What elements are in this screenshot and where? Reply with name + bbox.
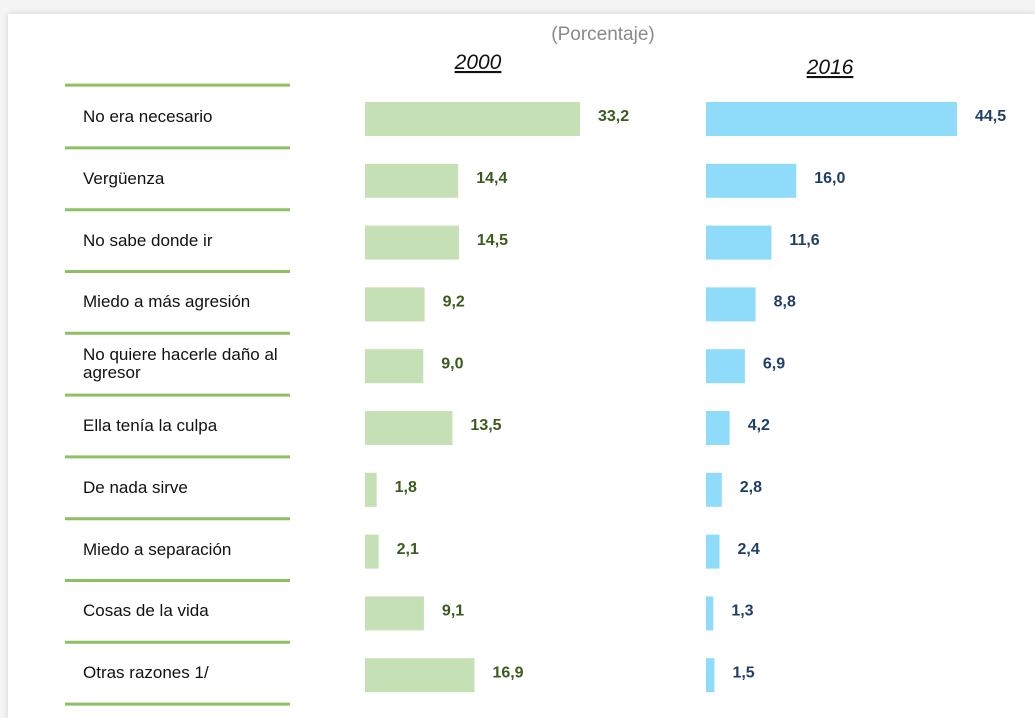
- value-label: 13,5: [470, 417, 501, 434]
- bar: [365, 287, 425, 322]
- value-label: 1,3: [731, 603, 753, 620]
- bar: [706, 411, 730, 445]
- value-label: 14,5: [477, 232, 508, 249]
- bar: [365, 163, 459, 198]
- value-label: 14,4: [476, 170, 507, 187]
- bar: [365, 472, 377, 507]
- series-header: 2000: [454, 51, 502, 74]
- category-label: No quiere hacerle daño al agresor: [83, 345, 278, 383]
- category-label: Ella tenía la culpa: [83, 416, 218, 435]
- chart-subtitle: (Porcentaje): [551, 24, 655, 45]
- series-header: 2016: [806, 56, 854, 79]
- value-label: 16,9: [492, 664, 523, 681]
- value-label: 2,1: [397, 541, 419, 558]
- bar: [706, 596, 714, 631]
- bar: [365, 349, 424, 384]
- value-label: 11,6: [789, 232, 819, 249]
- category-label: Miedo a más agresión: [83, 292, 251, 312]
- bar: [365, 225, 459, 260]
- value-label: 33,2: [598, 108, 629, 125]
- bar: [706, 534, 720, 569]
- category-label: No era necesario: [83, 107, 213, 126]
- bar: [706, 349, 745, 384]
- category-label: De nada sirve: [83, 477, 188, 497]
- bar: [706, 658, 715, 693]
- bar: [706, 287, 756, 322]
- value-label: 16,0: [814, 170, 845, 187]
- category-label: Vergüenza: [83, 168, 165, 188]
- bar: [706, 225, 772, 260]
- bar: [706, 102, 957, 136]
- bar: [365, 534, 379, 569]
- category-label: No sabe donde ir: [83, 230, 213, 250]
- value-label: 2,4: [738, 541, 760, 558]
- value-label: 9,2: [443, 294, 465, 311]
- value-label: 9,0: [441, 355, 463, 372]
- value-label: 2,8: [740, 479, 762, 496]
- bar: [706, 472, 722, 507]
- bar: [365, 411, 453, 445]
- category-label: Otras razones 1/: [83, 663, 209, 683]
- value-label: 6,9: [763, 355, 785, 372]
- value-label: 1,8: [395, 479, 417, 496]
- value-label: 1,5: [732, 664, 754, 681]
- category-label: Cosas de la vida: [83, 601, 209, 621]
- value-label: 4,2: [748, 417, 770, 434]
- value-label: 8,8: [774, 294, 796, 311]
- value-label: 9,1: [442, 603, 464, 620]
- bar: [365, 596, 424, 631]
- bar: [706, 163, 797, 198]
- category-label: Miedo a separación: [83, 539, 232, 559]
- bar: [365, 658, 475, 693]
- bar: [365, 102, 580, 136]
- value-label: 44,5: [975, 108, 1006, 125]
